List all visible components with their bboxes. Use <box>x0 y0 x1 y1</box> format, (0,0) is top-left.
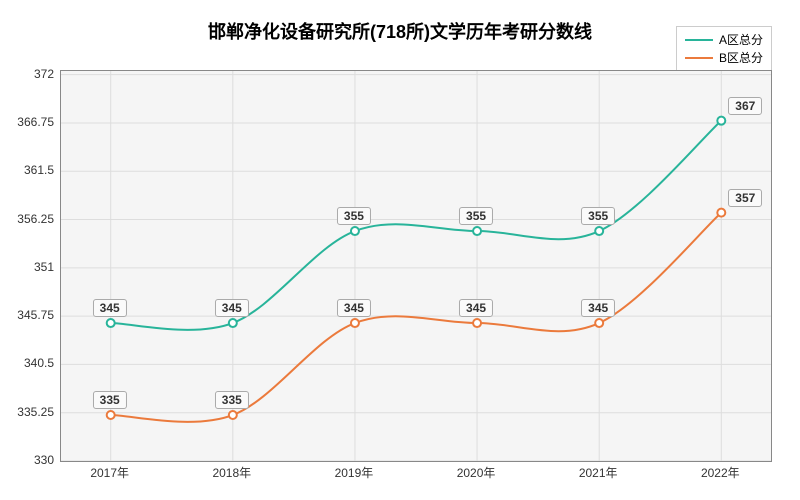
data-point-label: 345 <box>581 299 615 317</box>
plot-svg <box>61 71 771 461</box>
data-point-label: 335 <box>215 391 249 409</box>
data-point-label: 355 <box>337 207 371 225</box>
legend-item-a: A区总分 <box>685 31 763 49</box>
data-point-label: 345 <box>459 299 493 317</box>
legend-item-b: B区总分 <box>685 49 763 67</box>
data-point-label: 357 <box>728 189 762 207</box>
legend-label-a: A区总分 <box>719 31 763 49</box>
legend-line-b <box>685 57 713 59</box>
data-point-label: 355 <box>459 207 493 225</box>
y-tick-label: 366.75 <box>4 115 54 129</box>
legend: A区总分 B区总分 <box>676 26 772 72</box>
legend-label-b: B区总分 <box>719 49 763 67</box>
x-tick-label: 2019年 <box>335 464 374 481</box>
y-tick-label: 361.5 <box>4 163 54 177</box>
y-tick-label: 372 <box>4 67 54 81</box>
x-tick-label: 2022年 <box>701 464 740 481</box>
y-tick-label: 335.25 <box>4 405 54 419</box>
data-point-label: 335 <box>93 391 127 409</box>
x-tick-label: 2020年 <box>457 464 496 481</box>
data-point-label: 345 <box>93 299 127 317</box>
x-tick-label: 2021年 <box>579 464 618 481</box>
y-tick-label: 340.5 <box>4 356 54 370</box>
data-point-label: 355 <box>581 207 615 225</box>
y-tick-label: 330 <box>4 453 54 467</box>
y-tick-label: 345.75 <box>4 308 54 322</box>
y-tick-label: 356.25 <box>4 212 54 226</box>
x-tick-label: 2017年 <box>90 464 129 481</box>
data-point-label: 345 <box>337 299 371 317</box>
chart-container: 邯郸净化设备研究所(718所)文学历年考研分数线 A区总分 B区总分 33033… <box>0 0 800 500</box>
y-tick-label: 351 <box>4 260 54 274</box>
data-point-label: 367 <box>728 97 762 115</box>
legend-line-a <box>685 39 713 41</box>
data-point-label: 345 <box>215 299 249 317</box>
plot-area <box>60 70 772 462</box>
x-tick-label: 2018年 <box>212 464 251 481</box>
